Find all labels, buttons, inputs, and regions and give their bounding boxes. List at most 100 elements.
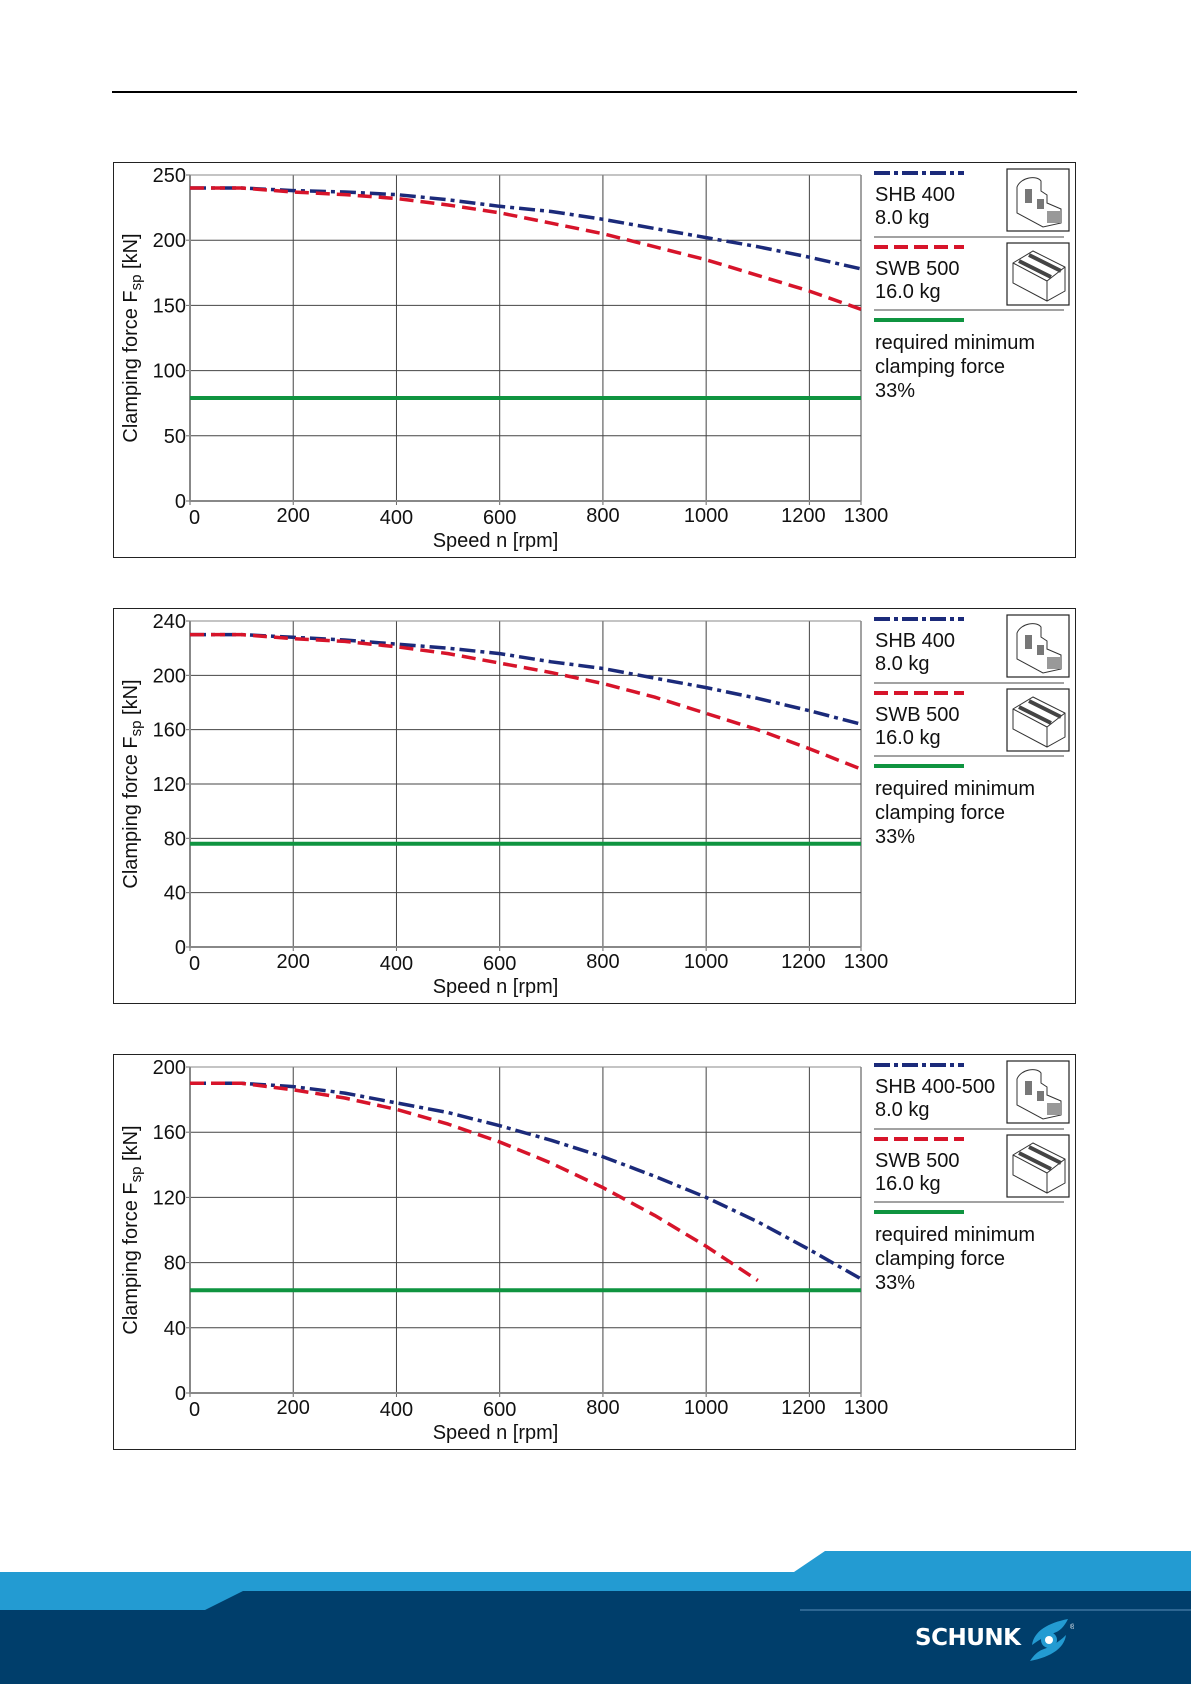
legend-label-min-force: clamping force bbox=[875, 1248, 1005, 1270]
hard-jaw-serration bbox=[1047, 211, 1061, 223]
chart-svg-1: 0 200 400 600 800 1000 1200 1300 0 50 100 150 200 250… bbox=[120, 165, 1070, 552]
soft-jaw-icon bbox=[1006, 242, 1070, 306]
y-tick-label: 50 bbox=[164, 426, 186, 448]
legend-label-min-force: clamping force bbox=[875, 802, 1005, 824]
y-axis-label-main: Clamping force F bbox=[120, 736, 142, 888]
x-tick-label: 0 bbox=[189, 507, 200, 529]
chart-panel-3: 0 200 400 600 800 1000 1200 1300 0 40 80 120 160 200 S… bbox=[113, 1054, 1076, 1450]
soft-jaw-groove bbox=[1018, 705, 1052, 725]
x-tick-label: 600 bbox=[483, 507, 516, 529]
legend-label-min-force: required minimum bbox=[875, 1224, 1035, 1246]
soft-jaw-groove bbox=[1018, 1151, 1052, 1171]
x-tick-label: 0 bbox=[189, 1399, 200, 1421]
legend-weight-shb: 8.0 kg bbox=[875, 653, 929, 675]
x-tick-label: 600 bbox=[483, 1399, 516, 1421]
hard-jaw-icon bbox=[1006, 614, 1070, 678]
soft-jaw-icon bbox=[1006, 1134, 1070, 1198]
soft-jaw-icon bbox=[1006, 688, 1070, 752]
chart-panel-2: 0 200 400 600 800 1000 1200 1300 0 40 80 120 160 200 2… bbox=[113, 608, 1076, 1004]
x-tick-label: 1200 bbox=[781, 951, 826, 973]
chart-panel-1: 0 200 400 600 800 1000 1200 1300 0 50 100 150 200 250… bbox=[113, 162, 1076, 558]
legend-label-min-force: clamping force bbox=[875, 356, 1005, 378]
y-tick-label: 150 bbox=[153, 295, 186, 317]
x-tick-label: 1000 bbox=[684, 505, 729, 527]
hard-jaw-icon bbox=[1006, 168, 1070, 232]
y-tick-label: 240 bbox=[153, 611, 186, 633]
series-line-1 bbox=[190, 1081, 862, 1281]
soft-jaw-groove bbox=[1028, 699, 1062, 719]
legend-label-min-force: 33% bbox=[875, 380, 915, 402]
x-tick-label: 600 bbox=[483, 953, 516, 975]
y-tick-label: 120 bbox=[153, 1187, 186, 1209]
x-tick-label: 0 bbox=[189, 953, 200, 975]
header-rule bbox=[112, 91, 1077, 93]
series-line-2 bbox=[190, 632, 862, 771]
x-tick-label: 400 bbox=[380, 1399, 413, 1421]
legend-label-shb: SHB 400 bbox=[875, 630, 955, 652]
y-tick-label: 0 bbox=[175, 1383, 186, 1405]
y-tick-label: 200 bbox=[153, 1057, 186, 1079]
legend-label-shb: SHB 400 bbox=[875, 184, 955, 206]
hard-jaw-slot bbox=[1037, 1091, 1044, 1101]
y-axis-label-subscript: sp bbox=[128, 1167, 145, 1183]
series-line-2 bbox=[190, 186, 862, 311]
y-axis-label: Clamping force Fsp [kN] bbox=[120, 679, 145, 888]
footer-band bbox=[0, 1540, 1191, 1684]
hard-jaw-slot bbox=[1037, 645, 1044, 655]
hard-jaw-slot bbox=[1025, 189, 1032, 203]
legend-label-min-force: required minimum bbox=[875, 778, 1035, 800]
soft-jaw-groove bbox=[1018, 259, 1052, 279]
legend-label-min-force: 33% bbox=[875, 1272, 915, 1294]
y-tick-label: 160 bbox=[153, 1122, 186, 1144]
y-axis-label-main: Clamping force F bbox=[120, 290, 142, 442]
y-tick-label: 250 bbox=[153, 165, 186, 187]
y-axis-label-subscript: sp bbox=[128, 275, 145, 291]
grid bbox=[186, 1066, 862, 1397]
x-tick-label: 1200 bbox=[781, 505, 826, 527]
y-tick-label: 120 bbox=[153, 774, 186, 796]
y-axis-label-unit: [kN] bbox=[120, 1125, 142, 1166]
chart-svg-3: 0 200 400 600 800 1000 1200 1300 0 40 80 120 160 200 S… bbox=[120, 1057, 1070, 1444]
y-tick-label: 0 bbox=[175, 937, 186, 959]
y-tick-label: 80 bbox=[164, 828, 186, 850]
registered-mark: ® bbox=[1070, 1623, 1074, 1631]
series-line-1 bbox=[190, 632, 862, 726]
hard-jaw-serration bbox=[1047, 657, 1061, 669]
legend-weight-swb: 16.0 kg bbox=[875, 727, 941, 749]
y-axis-label-unit: [kN] bbox=[120, 679, 142, 720]
x-tick-label: 1000 bbox=[684, 951, 729, 973]
soft-jaw-groove bbox=[1028, 253, 1062, 273]
y-tick-label: 100 bbox=[153, 361, 186, 383]
hard-jaw-slot bbox=[1025, 635, 1032, 649]
x-tick-label: 800 bbox=[586, 505, 619, 527]
grid bbox=[186, 174, 862, 505]
y-tick-label: 40 bbox=[164, 883, 186, 905]
brand-logo-icon: ® bbox=[1030, 1619, 1074, 1661]
x-tick-label: 800 bbox=[586, 1397, 619, 1419]
chart-svg-2: 0 200 400 600 800 1000 1200 1300 0 40 80 120 160 200 2… bbox=[120, 611, 1070, 998]
hard-jaw-icon bbox=[1006, 1060, 1070, 1124]
y-axis-label: Clamping force Fsp [kN] bbox=[120, 233, 145, 442]
x-tick-label: 200 bbox=[277, 505, 310, 527]
hard-jaw-serration bbox=[1047, 1103, 1061, 1115]
y-axis-label-main: Clamping force F bbox=[120, 1182, 142, 1334]
x-tick-label: 1300 bbox=[844, 505, 889, 527]
footer-shapes bbox=[0, 1551, 1191, 1684]
hard-jaw-slot bbox=[1025, 1081, 1032, 1095]
legend-weight-swb: 16.0 kg bbox=[875, 1173, 941, 1195]
x-tick-label: 1200 bbox=[781, 1397, 826, 1419]
series-line-2 bbox=[190, 1081, 759, 1282]
legend-label-swb: SWB 500 bbox=[875, 704, 959, 726]
y-axis-label-subscript: sp bbox=[128, 721, 145, 737]
brand-logo-text: SCHUNK bbox=[915, 1625, 1021, 1651]
y-tick-label: 200 bbox=[153, 230, 186, 252]
y-axis-label: Clamping force Fsp [kN] bbox=[120, 1125, 145, 1334]
soft-jaw-groove bbox=[1028, 1145, 1062, 1165]
x-tick-label: 1300 bbox=[844, 951, 889, 973]
legend-label-min-force: 33% bbox=[875, 826, 915, 848]
legend-weight-shb: 8.0 kg bbox=[875, 207, 929, 229]
x-tick-label: 800 bbox=[586, 951, 619, 973]
